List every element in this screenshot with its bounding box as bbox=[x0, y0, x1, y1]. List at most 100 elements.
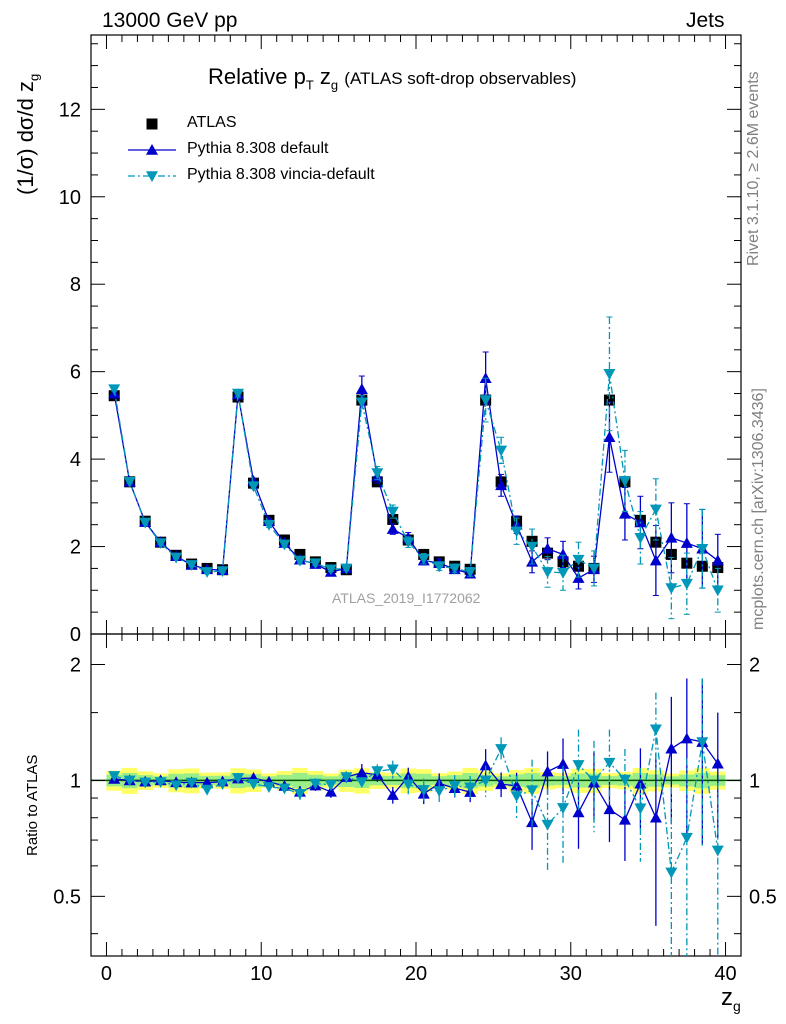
y-axis-label-text: (1/σ) dσ/d z bbox=[13, 81, 38, 195]
y-tick-label: 8 bbox=[70, 274, 81, 296]
ratio-marker-vincia bbox=[680, 832, 693, 844]
marker-vincia bbox=[479, 395, 492, 407]
ratio-marker-vincia bbox=[355, 777, 368, 788]
ratio-marker-default bbox=[201, 776, 214, 788]
marker-vincia bbox=[433, 561, 446, 573]
ratio-marker-default bbox=[618, 813, 631, 825]
ratio-marker-vincia bbox=[402, 779, 415, 791]
ratio-marker-default bbox=[541, 765, 554, 777]
ratio-marker-vincia bbox=[618, 774, 631, 786]
marker-vincia bbox=[247, 481, 260, 493]
x-tick-label: 40 bbox=[714, 963, 736, 985]
y-tick-label: 4 bbox=[70, 449, 81, 471]
marker-vincia bbox=[139, 517, 152, 529]
ratio-marker-vincia bbox=[386, 764, 399, 776]
ratio-marker-vincia bbox=[479, 775, 492, 787]
marker-vincia bbox=[541, 567, 554, 578]
ratio-marker-default bbox=[572, 806, 585, 818]
ratio-plot-frame bbox=[90, 633, 742, 957]
series-line-default bbox=[113, 378, 719, 579]
ratio-marker-default bbox=[324, 785, 337, 797]
title-main: Relative p bbox=[208, 64, 306, 89]
ratio-marker-vincia bbox=[572, 760, 585, 771]
y-tick-label: 6 bbox=[70, 362, 81, 384]
ratio-marker-vincia bbox=[587, 775, 600, 787]
marker-default bbox=[355, 383, 368, 394]
marker-vincia bbox=[618, 476, 631, 487]
y-axis-label-sub: g bbox=[26, 73, 42, 82]
marker-vincia bbox=[402, 537, 415, 549]
marker-vincia bbox=[448, 563, 461, 575]
ratio-marker-vincia bbox=[185, 777, 198, 789]
marker-vincia bbox=[355, 397, 368, 409]
y-tick-label: 0 bbox=[70, 624, 81, 646]
ratio-marker-vincia bbox=[696, 737, 709, 749]
title-var-sub: g bbox=[330, 77, 339, 93]
ratio-line-vincia bbox=[114, 729, 719, 875]
ratio-marker-vincia bbox=[649, 724, 662, 736]
ratio-series-group bbox=[108, 678, 724, 956]
marker-default bbox=[603, 431, 616, 443]
ratio-marker-vincia bbox=[108, 771, 121, 782]
ratio-y-tick-label-right: 1 bbox=[749, 770, 760, 792]
x-tick-label: 0 bbox=[101, 963, 112, 985]
ratio-marker-vincia bbox=[278, 783, 291, 795]
title-var: z bbox=[319, 64, 331, 89]
marker-default bbox=[386, 523, 399, 534]
ratio-marker-vincia bbox=[495, 744, 508, 755]
ratio-marker-vincia bbox=[154, 777, 167, 789]
marker-vincia bbox=[340, 563, 353, 575]
marker-default bbox=[680, 537, 693, 548]
marker-vincia bbox=[170, 552, 183, 564]
marker-vincia bbox=[417, 553, 430, 565]
ratio-marker-default bbox=[649, 811, 662, 823]
ratio-marker-vincia bbox=[123, 775, 136, 787]
ratio-marker-default bbox=[495, 778, 508, 790]
marker-default bbox=[649, 554, 662, 566]
marker-vincia bbox=[587, 563, 600, 575]
marker-vincia bbox=[123, 477, 136, 488]
ratio-line-default bbox=[114, 737, 719, 825]
ratio-y-tick-label: 0.5 bbox=[53, 886, 81, 908]
title-sub: T bbox=[305, 77, 314, 93]
ratio-y-tick-label-right: 0.5 bbox=[749, 886, 777, 908]
ratio-marker-vincia bbox=[526, 785, 539, 797]
ratio-marker-vincia bbox=[170, 780, 183, 792]
marker-vincia bbox=[711, 585, 724, 597]
ratio-marker-vincia bbox=[433, 786, 446, 797]
marker-vincia bbox=[526, 541, 539, 553]
marker-vincia bbox=[262, 519, 275, 531]
marker-vincia bbox=[185, 560, 198, 571]
mcplots-label: mcplots.cern.ch [arXiv:1306.3436] bbox=[750, 388, 767, 630]
marker-vincia bbox=[278, 539, 291, 551]
marker-vincia bbox=[572, 554, 585, 566]
legend: ATLAS Pythia 8.308 default Pythia 8.308 … bbox=[130, 112, 430, 192]
ratio-marker-vincia bbox=[247, 779, 260, 790]
ratio-axis-label: Ratio to ATLAS bbox=[24, 754, 41, 856]
y-tick-label: 12 bbox=[59, 99, 81, 121]
marker-vincia bbox=[386, 506, 399, 518]
marker-vincia bbox=[309, 558, 322, 570]
ratio-marker-vincia bbox=[340, 772, 353, 784]
ratio-marker-vincia bbox=[293, 789, 306, 800]
legend-label-vincia: Pythia 8.308 vincia-default bbox=[187, 166, 375, 183]
x-axis-label-text: z bbox=[721, 984, 733, 1011]
ratio-marker-vincia bbox=[464, 782, 477, 794]
marker-vincia bbox=[696, 543, 709, 555]
marker-default bbox=[711, 554, 724, 566]
marker-vincia bbox=[649, 504, 662, 516]
marker-atlas bbox=[526, 535, 538, 547]
title-rest: (ATLAS soft-drop observables) bbox=[344, 69, 577, 88]
ratio-marker-vincia bbox=[216, 779, 229, 790]
x-axis-label-sub: g bbox=[733, 997, 741, 1014]
ratio-marker-vincia bbox=[324, 780, 337, 791]
marker-vincia bbox=[634, 533, 647, 544]
ratio-y-tick-label: 2 bbox=[70, 654, 81, 676]
x-tick-label: 30 bbox=[560, 963, 582, 985]
header-right: Jets bbox=[686, 9, 725, 32]
marker-vincia bbox=[680, 578, 693, 590]
ratio-marker-vincia bbox=[634, 803, 647, 815]
ratio-marker-vincia bbox=[448, 781, 461, 792]
marker-vincia bbox=[665, 583, 678, 595]
